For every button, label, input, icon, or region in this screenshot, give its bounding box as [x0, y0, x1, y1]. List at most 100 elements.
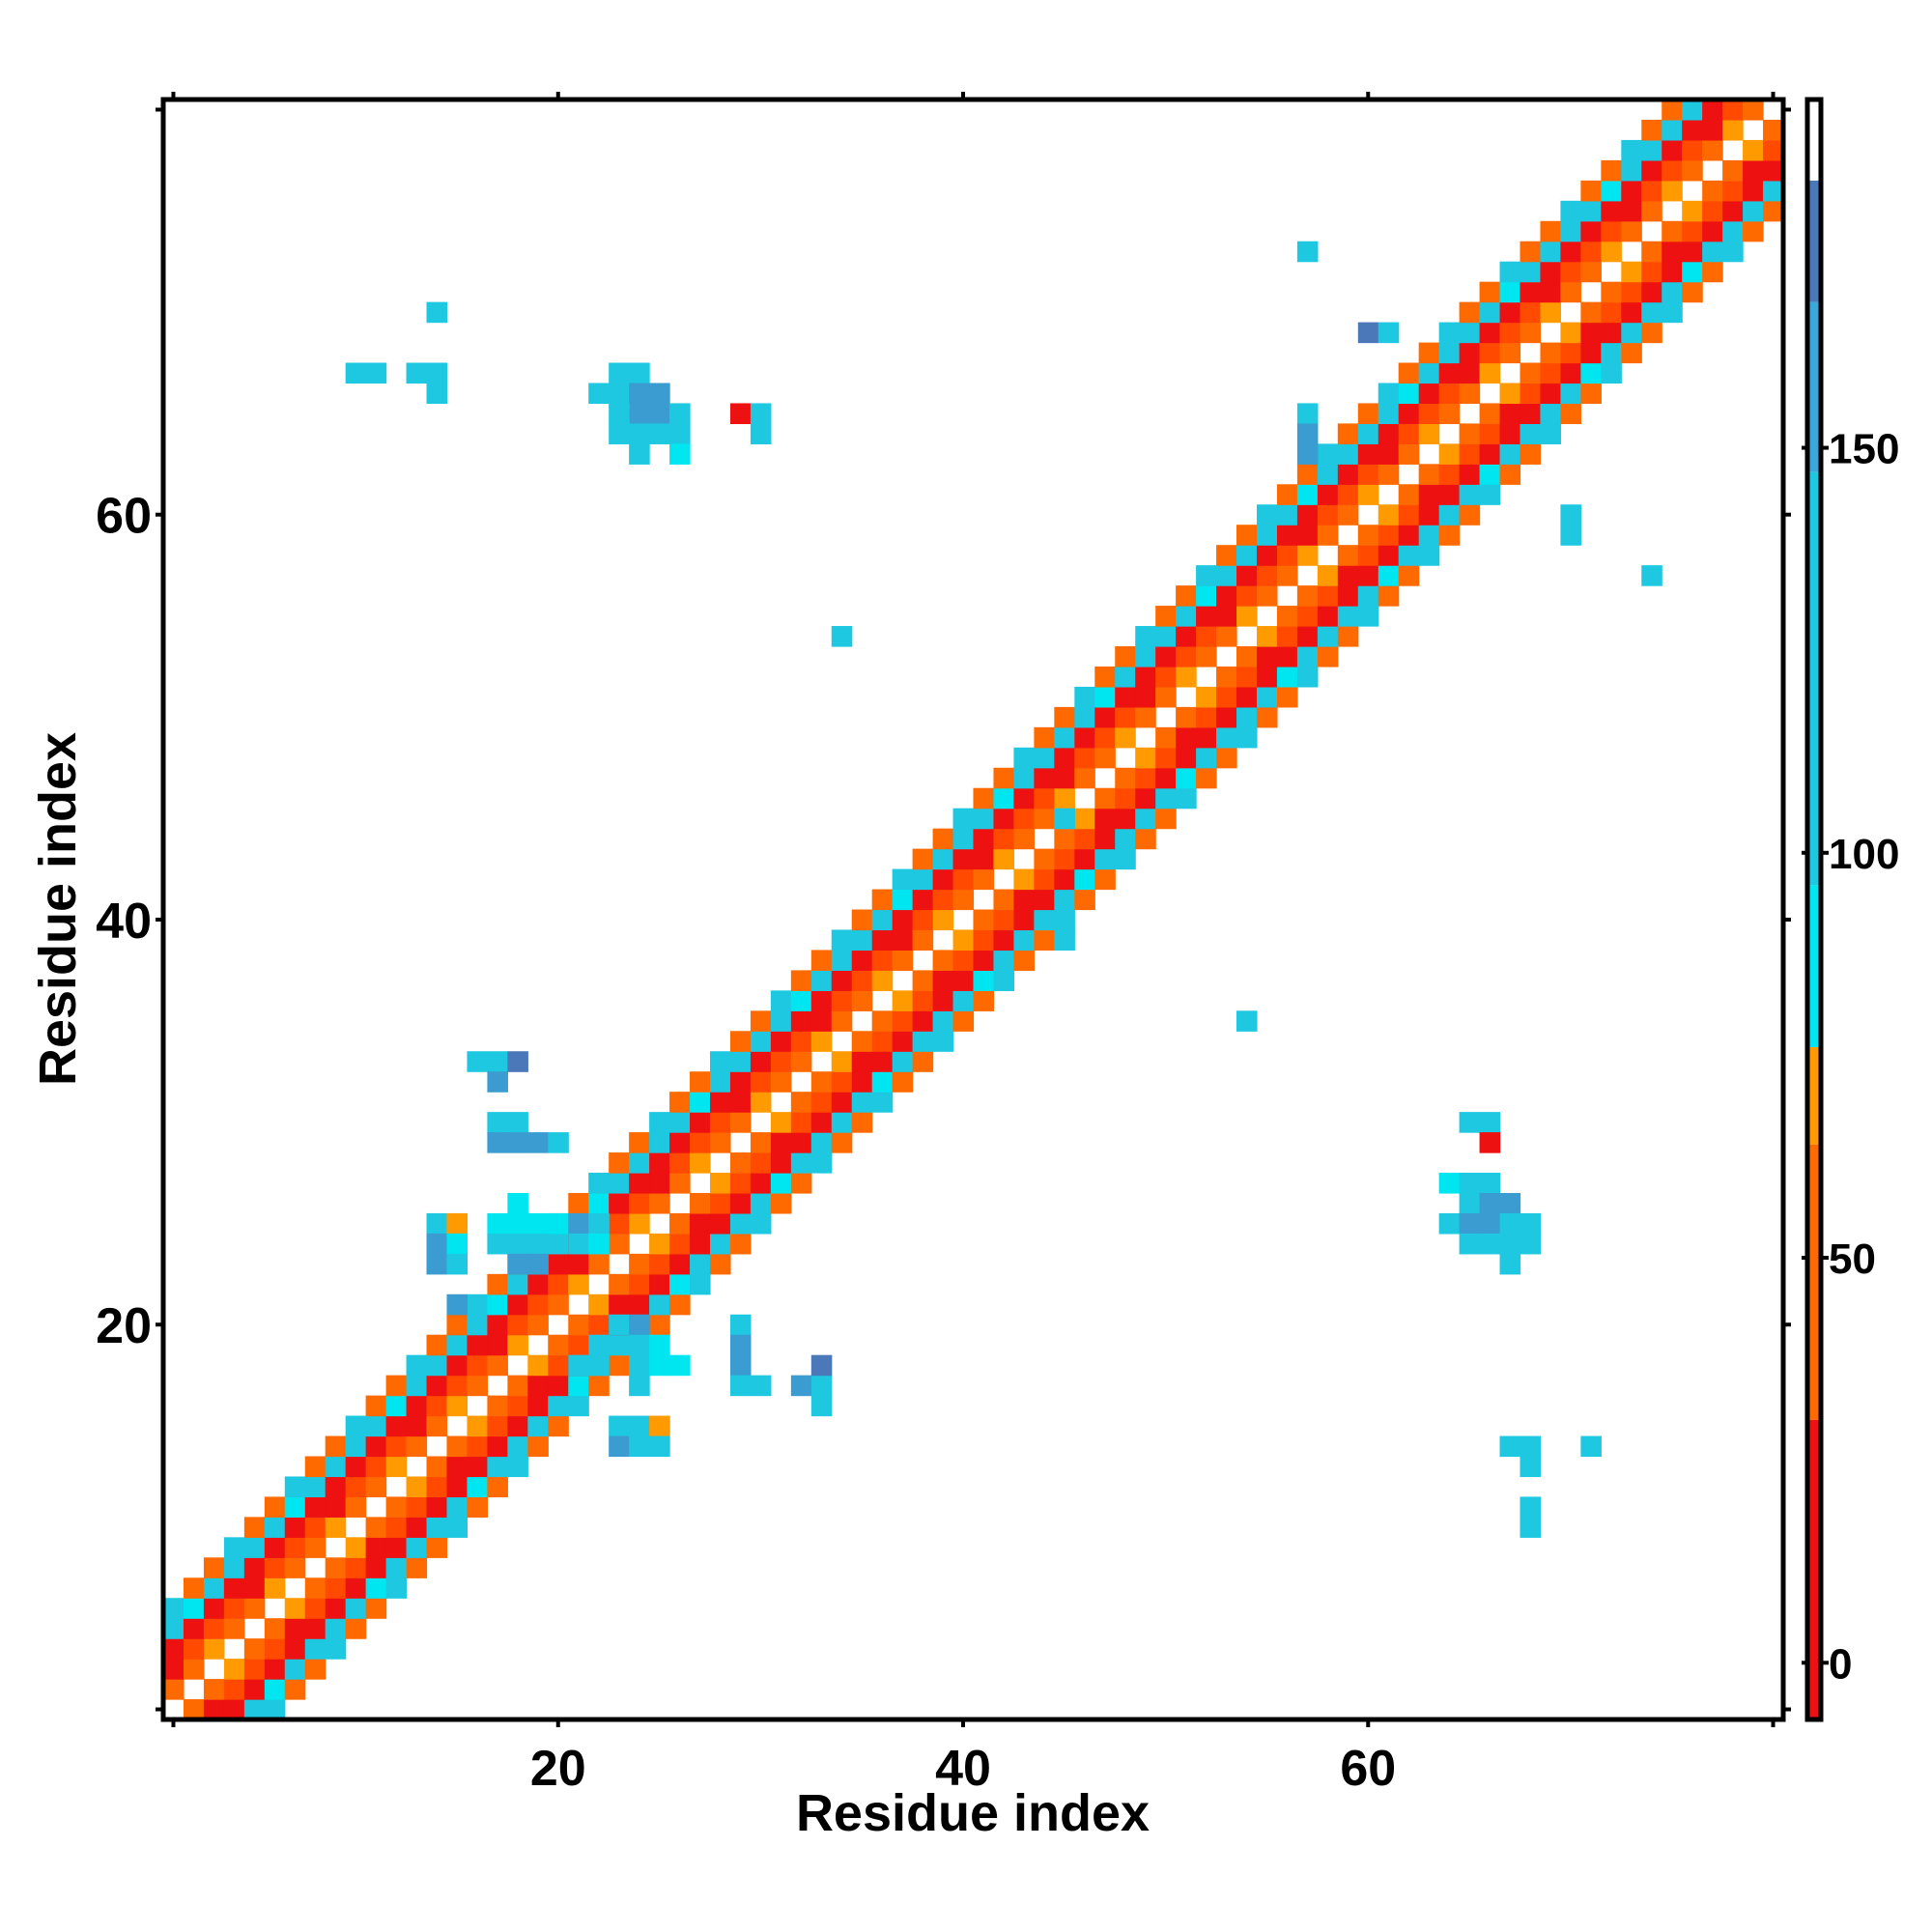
- heatmap-cell: [1398, 484, 1420, 505]
- heatmap-cell: [1499, 342, 1521, 364]
- heatmap-cell: [649, 383, 670, 405]
- heatmap-cell: [426, 1537, 448, 1558]
- heatmap-cell: [1013, 909, 1035, 931]
- y-axis-title: Residue index: [29, 732, 87, 1086]
- heatmap-cell: [1054, 848, 1075, 870]
- heatmap-cell: [1398, 443, 1420, 465]
- heatmap-cell: [467, 1496, 488, 1518]
- heatmap-cell: [568, 1233, 589, 1255]
- heatmap-cell: [669, 443, 691, 465]
- heatmap-cell: [729, 1212, 752, 1235]
- heatmap-cell: [527, 1253, 549, 1275]
- heatmap-cell: [1743, 99, 1764, 121]
- heatmap-cell: [1296, 626, 1319, 647]
- heatmap-cell: [304, 1517, 327, 1538]
- heatmap-cell: [588, 1293, 610, 1316]
- heatmap-cell: [912, 1031, 934, 1052]
- heatmap-cell: [1337, 423, 1359, 444]
- heatmap-cell: [831, 950, 853, 971]
- heatmap-cell: [973, 990, 995, 1011]
- heatmap-cell: [203, 1679, 225, 1700]
- heatmap-cell: [1601, 180, 1622, 202]
- heatmap-cell: [1459, 362, 1481, 384]
- heatmap-cell: [183, 1577, 205, 1599]
- heatmap-cell: [1296, 645, 1319, 668]
- heatmap-cell: [709, 1092, 731, 1113]
- heatmap-cell: [345, 1557, 367, 1578]
- heatmap-cell: [1296, 545, 1319, 566]
- heatmap-cell: [325, 1638, 347, 1660]
- heatmap-cell: [568, 1253, 589, 1275]
- heatmap-cell: [709, 1132, 731, 1153]
- heatmap-cell: [426, 1354, 448, 1377]
- heatmap-cell: [973, 808, 995, 830]
- heatmap-cell: [304, 1476, 327, 1498]
- heatmap-cell: [810, 1152, 833, 1174]
- heatmap-cell: [932, 1031, 954, 1052]
- heatmap-cell: [1256, 504, 1278, 526]
- heatmap-cell: [932, 950, 954, 971]
- heatmap-cell: [365, 1476, 387, 1498]
- heatmap-cell: [548, 1375, 569, 1397]
- heatmap-cell: [163, 1638, 185, 1660]
- heatmap-cell: [264, 1577, 286, 1599]
- heatmap-cell: [690, 1233, 711, 1255]
- heatmap-cell: [385, 1577, 408, 1599]
- heatmap-cell: [649, 1173, 670, 1194]
- heatmap-cell: [669, 1253, 691, 1275]
- heatmap-cell: [1337, 443, 1359, 465]
- heatmap-cell: [1155, 787, 1177, 810]
- heatmap-cell: [446, 1212, 469, 1235]
- heatmap-cell: [709, 1071, 731, 1093]
- heatmap-cell: [871, 1092, 894, 1113]
- heatmap-cell: [1135, 767, 1156, 789]
- heatmap-cell: [1317, 645, 1339, 668]
- heatmap-cell: [548, 1132, 569, 1153]
- heatmap-cell: [932, 909, 954, 931]
- heatmap-cell: [1256, 525, 1278, 546]
- heatmap-cell: [1013, 808, 1035, 830]
- heatmap-cell: [649, 1192, 670, 1214]
- heatmap-cell: [1236, 565, 1258, 586]
- heatmap-cell: [1074, 848, 1095, 870]
- heatmap-cell: [1520, 1456, 1542, 1478]
- heatmap-cell: [649, 1273, 670, 1295]
- heatmap-cell: [851, 929, 873, 952]
- heatmap-cell: [426, 1456, 448, 1478]
- heatmap-cell: [1155, 606, 1177, 627]
- heatmap-cell: [669, 1152, 691, 1174]
- heatmap-cell: [588, 383, 610, 405]
- heatmap-cell: [1074, 767, 1095, 789]
- heatmap-cell: [325, 1456, 347, 1478]
- heatmap-cell: [952, 889, 975, 911]
- heatmap-cell: [1540, 362, 1562, 384]
- heatmap-cell: [1155, 666, 1177, 688]
- heatmap-cell: [345, 1476, 367, 1498]
- heatmap-cell: [1662, 241, 1683, 263]
- heatmap-cell: [365, 1598, 387, 1619]
- heatmap-cell: [1378, 443, 1400, 465]
- heatmap-cell: [1540, 241, 1562, 263]
- heatmap-cell: [973, 787, 995, 810]
- heatmap-cell: [810, 1010, 833, 1032]
- axis-ticks: [156, 92, 1791, 1727]
- heatmap-cell: [649, 1314, 670, 1336]
- heatmap-cell: [1601, 159, 1622, 182]
- heatmap-cell: [1398, 545, 1420, 566]
- heatmap-cell: [1296, 464, 1319, 485]
- heatmap-cell: [1013, 787, 1035, 810]
- heatmap-cell: [629, 1375, 650, 1397]
- heatmap-cell: [1155, 767, 1177, 789]
- heatmap-cell: [1560, 322, 1581, 344]
- heatmap-cell: [993, 889, 1015, 911]
- heatmap-cell: [183, 1638, 205, 1660]
- heatmap-cell: [1702, 139, 1723, 161]
- heatmap-cell: [304, 1659, 327, 1680]
- heatmap-cell: [1034, 868, 1055, 891]
- heatmap-cell: [851, 950, 873, 971]
- heatmap-cell: [993, 808, 1015, 830]
- heatmap-cell: [1013, 929, 1035, 952]
- heatmap-cell: [973, 929, 995, 952]
- heatmap-cell: [507, 1212, 528, 1235]
- heatmap-cell: [1054, 909, 1075, 931]
